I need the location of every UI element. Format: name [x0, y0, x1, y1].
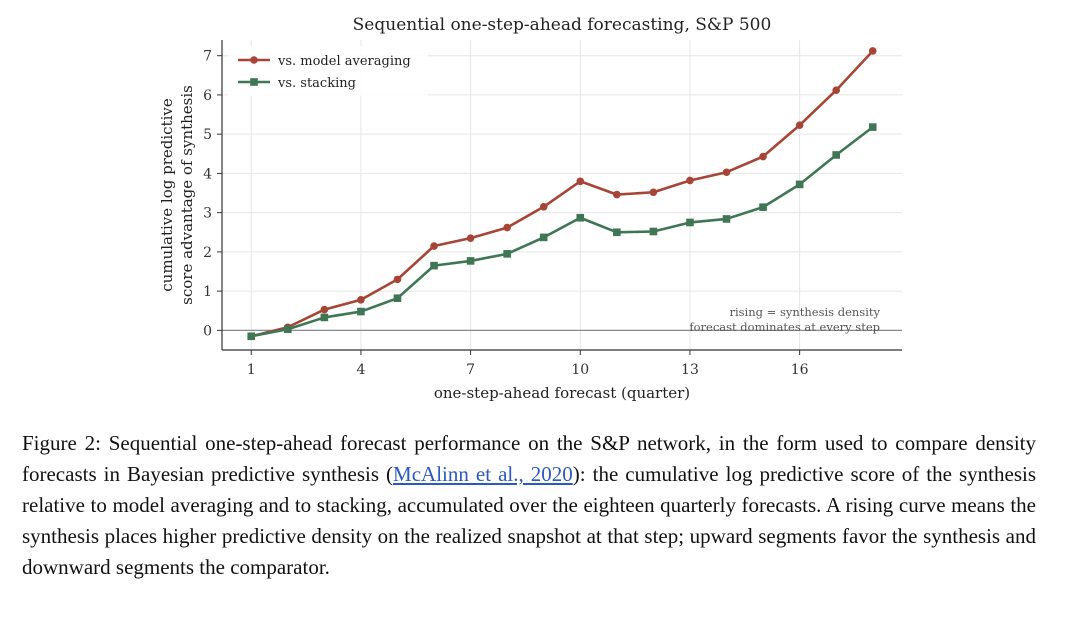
data-point	[430, 242, 438, 250]
data-point	[649, 188, 658, 197]
data-point	[795, 180, 804, 189]
data-point	[539, 202, 548, 211]
figure-caption: Figure 2: Sequential one-step-ahead fore…	[22, 428, 1036, 583]
data-point	[649, 227, 658, 236]
legend-label: vs. model averaging	[277, 54, 411, 69]
data-point	[759, 152, 767, 161]
annotation-line-1: rising = synthesis density	[729, 305, 880, 319]
data-point	[466, 234, 475, 242]
caption-label: Figure 2:	[22, 431, 101, 455]
legend-marker	[250, 78, 258, 86]
legend: vs. model averaging vs. stacking	[228, 46, 428, 96]
series-line	[250, 50, 874, 338]
x-tick-label: 10	[571, 362, 589, 378]
y-tick-label: 0	[203, 323, 212, 339]
x-tick-label: 7	[466, 362, 475, 378]
data-point	[686, 176, 694, 185]
data-point	[576, 177, 585, 186]
data-point	[868, 47, 877, 55]
x-axis-title: one-step-ahead forecast (quarter)	[434, 384, 690, 402]
y-tick-label: 4	[203, 166, 212, 182]
y-axis-title-line-2: score advantage of synthesis	[178, 85, 196, 305]
y-tick-label: 1	[203, 284, 212, 300]
data-point	[357, 295, 365, 304]
caption-text-end: ): the cumulative log predictive score o…	[22, 462, 1036, 579]
data-point	[320, 313, 329, 322]
tick-labels: 1 4 7 10 13 16 0 1 2 3 4 5 6 7	[203, 49, 809, 378]
legend-entry: vs. stacking	[238, 76, 356, 91]
y-tick-label: 5	[203, 127, 212, 143]
caption-text-start: Sequential one-step-ahead forecast perfo…	[22, 431, 1036, 486]
grid	[222, 40, 902, 350]
chart: Sequential one-step-ahead forecasting, S…	[158, 15, 902, 402]
legend-label: vs. stacking	[277, 76, 356, 91]
data-point	[503, 250, 511, 258]
series-line	[251, 126, 874, 338]
data-point	[247, 332, 256, 341]
data-point	[539, 233, 548, 242]
y-tick-label: 7	[203, 49, 212, 65]
annotation-line-2: forecast dominates at every step	[689, 320, 880, 334]
x-tick-label: 16	[791, 362, 809, 378]
data-point	[430, 261, 438, 270]
data-point	[576, 213, 585, 222]
series-1	[247, 123, 877, 341]
data-point	[357, 307, 365, 316]
data-point	[832, 151, 840, 159]
x-tick-label: 13	[681, 362, 699, 378]
data-point	[686, 218, 694, 227]
chart-title: Sequential one-step-ahead forecasting, S…	[353, 15, 772, 35]
data-point	[613, 228, 621, 237]
data-point	[503, 223, 511, 232]
y-axis-title-line-1: cumulative log predictive	[158, 98, 176, 292]
citation-link[interactable]: McAlinn et al., 2020	[393, 462, 573, 486]
series-layer	[247, 47, 877, 341]
y-tick-label: 6	[203, 88, 212, 104]
y-tick-label: 2	[203, 245, 212, 261]
data-point	[832, 86, 840, 95]
data-point	[613, 190, 621, 199]
data-point	[795, 121, 804, 129]
data-point	[722, 215, 731, 223]
data-point	[868, 123, 877, 131]
data-point	[722, 168, 731, 177]
data-point	[393, 294, 402, 303]
data-point	[320, 305, 329, 314]
legend-marker	[250, 56, 258, 64]
x-tick-label: 1	[247, 362, 256, 378]
y-tick-label: 3	[203, 206, 212, 222]
axes	[217, 40, 902, 355]
legend-background	[228, 46, 428, 96]
data-point	[759, 203, 767, 211]
x-tick-label: 4	[356, 362, 365, 378]
chart-svg: Sequential one-step-ahead forecasting, S…	[158, 15, 902, 402]
data-point	[393, 275, 402, 284]
data-point	[284, 325, 292, 334]
legend-entry: vs. model averaging	[238, 54, 411, 69]
data-point	[466, 257, 475, 265]
